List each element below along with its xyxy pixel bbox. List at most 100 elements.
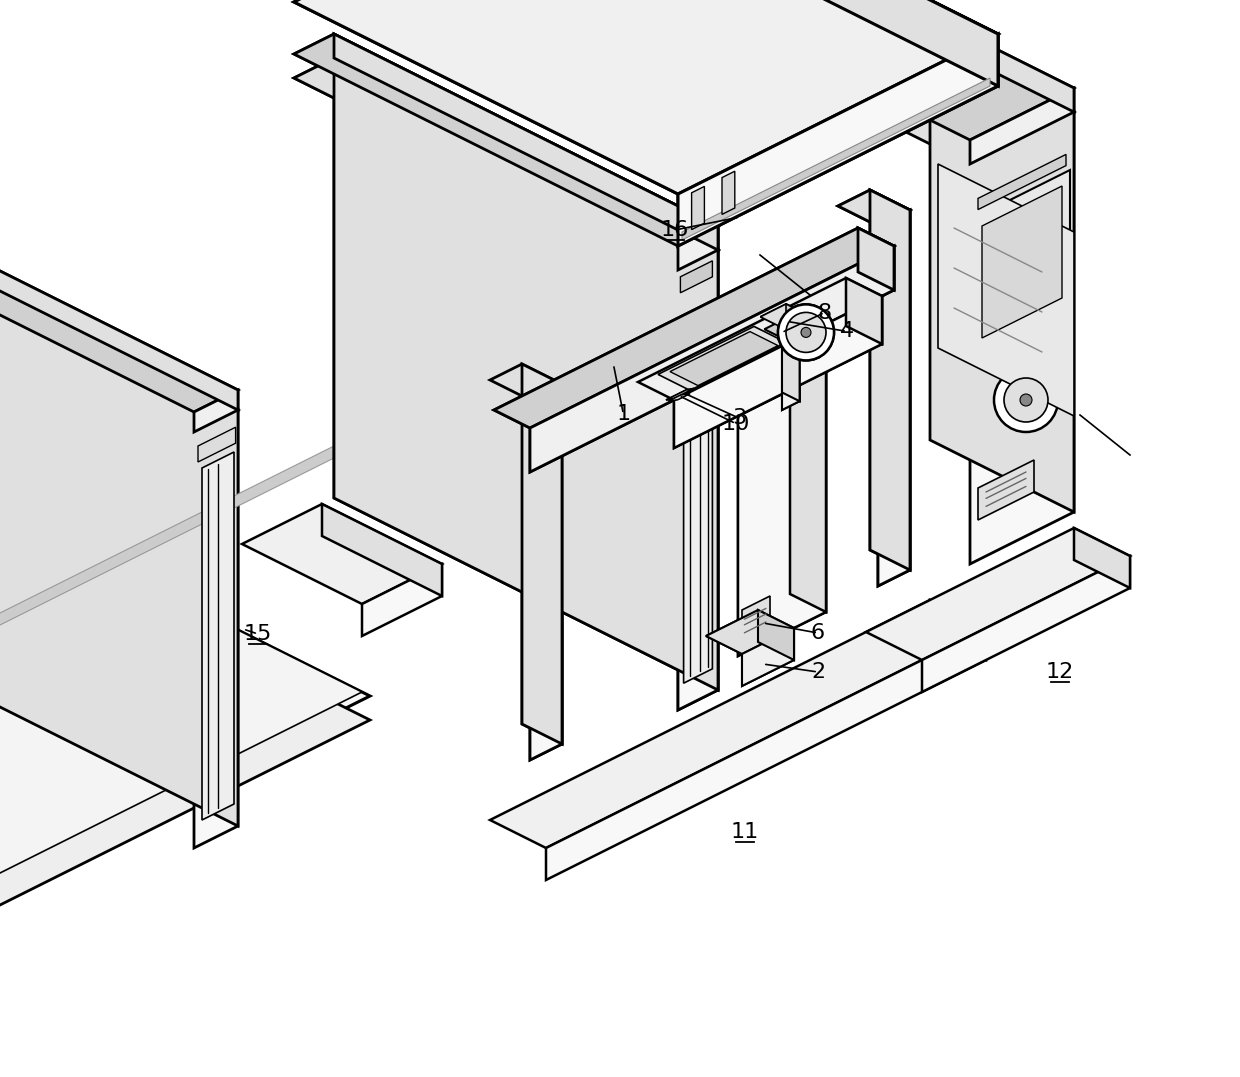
Polygon shape [692, 186, 704, 229]
Polygon shape [706, 610, 794, 654]
Polygon shape [294, 58, 718, 270]
Polygon shape [870, 190, 910, 570]
Polygon shape [970, 88, 1074, 164]
Polygon shape [722, 171, 735, 214]
Polygon shape [682, 78, 990, 240]
Polygon shape [322, 504, 441, 596]
Polygon shape [777, 312, 804, 340]
Polygon shape [682, 78, 990, 240]
Polygon shape [546, 628, 986, 880]
Polygon shape [334, 58, 718, 690]
Polygon shape [790, 354, 826, 612]
Text: 10: 10 [722, 414, 750, 434]
Polygon shape [0, 230, 238, 826]
Polygon shape [866, 528, 1130, 660]
Polygon shape [760, 304, 804, 325]
Polygon shape [758, 610, 794, 660]
Text: 12: 12 [1045, 662, 1074, 682]
Polygon shape [764, 320, 800, 338]
Polygon shape [937, 164, 1074, 416]
Polygon shape [683, 309, 713, 683]
Polygon shape [858, 228, 894, 290]
Polygon shape [294, 34, 718, 246]
Polygon shape [758, 610, 794, 660]
Circle shape [994, 368, 1058, 432]
Polygon shape [782, 330, 800, 410]
Polygon shape [658, 326, 786, 390]
Polygon shape [668, 393, 689, 402]
Polygon shape [846, 278, 882, 344]
Polygon shape [678, 34, 998, 246]
Polygon shape [198, 428, 236, 462]
Polygon shape [858, 228, 894, 290]
Polygon shape [294, 0, 998, 194]
Polygon shape [878, 210, 910, 586]
Text: 11: 11 [730, 822, 759, 842]
Polygon shape [675, 296, 882, 448]
Polygon shape [738, 372, 826, 656]
Polygon shape [742, 628, 794, 686]
Text: 6: 6 [811, 623, 825, 643]
Polygon shape [666, 389, 694, 400]
Polygon shape [970, 112, 1074, 564]
Polygon shape [742, 628, 794, 686]
Circle shape [1004, 378, 1048, 422]
Polygon shape [0, 496, 370, 976]
Polygon shape [670, 332, 777, 386]
Circle shape [801, 327, 811, 337]
Text: 2: 2 [811, 662, 825, 682]
Polygon shape [826, 40, 1074, 164]
Polygon shape [826, 16, 1074, 140]
Polygon shape [683, 309, 713, 683]
Text: 4: 4 [839, 321, 854, 341]
Polygon shape [529, 384, 562, 760]
Polygon shape [193, 410, 238, 848]
Polygon shape [878, 210, 910, 586]
Text: 3: 3 [733, 408, 746, 429]
Polygon shape [522, 364, 562, 744]
Polygon shape [294, 0, 998, 194]
Circle shape [1021, 394, 1032, 406]
Polygon shape [0, 520, 370, 1001]
Polygon shape [930, 40, 1074, 512]
Polygon shape [678, 226, 718, 270]
Circle shape [786, 312, 826, 352]
Polygon shape [614, 0, 998, 86]
Polygon shape [494, 228, 894, 428]
Polygon shape [490, 600, 986, 848]
Polygon shape [738, 372, 826, 656]
Text: 15: 15 [244, 624, 273, 644]
Polygon shape [658, 326, 786, 390]
Polygon shape [782, 330, 800, 410]
Polygon shape [782, 320, 800, 402]
Polygon shape [534, 249, 888, 426]
Polygon shape [242, 504, 441, 604]
Polygon shape [742, 596, 770, 642]
Polygon shape [678, 250, 718, 710]
Polygon shape [334, 58, 718, 690]
Polygon shape [838, 190, 910, 226]
Text: 8: 8 [817, 303, 832, 323]
Polygon shape [1074, 528, 1130, 588]
Polygon shape [706, 610, 794, 654]
Polygon shape [702, 354, 826, 416]
Polygon shape [982, 186, 1061, 338]
Polygon shape [930, 16, 1074, 112]
Circle shape [777, 305, 835, 361]
Polygon shape [494, 228, 894, 428]
Polygon shape [490, 364, 562, 400]
Polygon shape [760, 304, 804, 325]
Polygon shape [668, 393, 689, 402]
Circle shape [777, 305, 835, 361]
Polygon shape [639, 278, 882, 400]
Polygon shape [334, 34, 718, 250]
Polygon shape [675, 296, 882, 448]
Text: 1: 1 [616, 404, 630, 424]
Polygon shape [786, 304, 804, 327]
Polygon shape [666, 389, 694, 400]
Circle shape [801, 327, 811, 337]
Polygon shape [529, 384, 562, 760]
Polygon shape [0, 230, 238, 432]
Polygon shape [294, 34, 718, 246]
Polygon shape [529, 246, 894, 472]
